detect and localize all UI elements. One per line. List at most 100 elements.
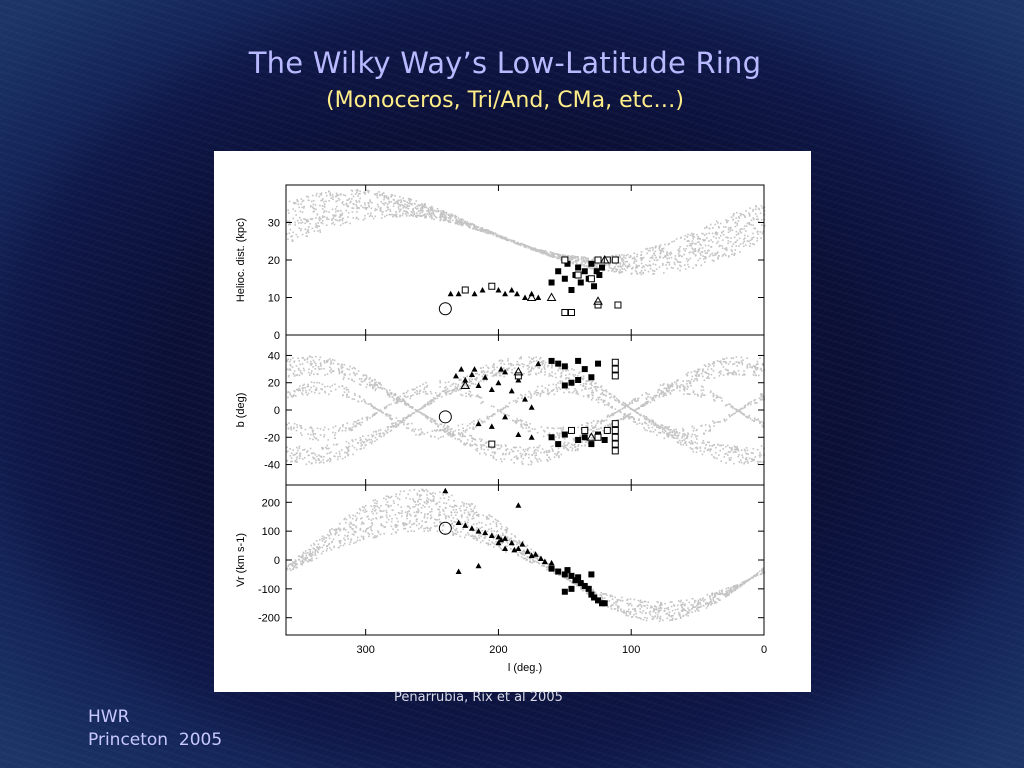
model-particle [298,447,300,449]
model-particle [332,214,334,216]
model-particle [287,396,289,399]
model-particle [688,266,690,268]
model-particle [418,490,421,492]
model-particle [496,531,498,533]
model-particle [623,268,625,270]
model-particle [759,397,761,400]
model-particle [362,435,364,437]
model-particle [532,247,535,249]
model-particle [415,524,418,527]
model-particle [736,365,739,367]
model-particle [437,424,440,427]
model-particle [321,222,324,225]
model-particle [663,394,665,396]
model-particle [535,372,537,375]
model-particle [752,232,754,235]
model-particle [309,205,312,208]
model-particle [500,408,502,411]
model-particle [641,258,643,260]
model-particle [664,254,667,257]
model-particle [565,370,567,372]
model-particle [412,412,415,414]
model-particle [640,269,643,272]
model-particle [573,257,575,259]
model-particle [342,378,345,381]
model-particle [432,212,435,215]
model-particle [652,431,655,433]
model-particle [384,413,387,415]
model-particle [712,395,715,398]
model-particle [433,500,435,502]
model-particle [412,500,415,502]
model-particle [746,365,749,368]
model-particle [571,447,574,450]
model-particle [533,450,536,453]
model-particle [426,417,429,419]
model-particle [392,422,395,425]
model-particle [759,452,761,454]
model-particle [645,264,647,266]
model-particle [637,398,639,400]
model-particle [378,191,380,193]
model-particle [715,220,718,222]
model-particle [326,373,329,375]
model-particle [303,358,306,361]
model-particle [668,257,670,259]
model-particle [523,450,526,453]
model-particle [721,593,724,595]
model-particle [501,236,503,238]
model-particle [434,436,436,438]
model-particle [354,193,357,195]
model-particle [675,434,677,437]
model-particle [295,365,298,367]
model-particle [615,419,618,421]
model-particle [577,443,580,446]
model-particle [582,257,584,260]
model-particle [351,444,354,447]
model-particle [467,511,470,513]
model-particle [648,393,650,396]
model-particle [572,374,574,376]
model-particle [454,215,456,218]
model-particle [676,430,678,433]
model-particle [365,207,367,209]
model-particle [458,379,461,381]
model-particle [413,211,415,213]
model-particle [545,253,548,256]
model-particle [337,363,340,365]
model-particle [447,434,450,436]
model-particle [432,498,435,500]
model-particle [371,379,373,382]
model-particle [307,392,310,395]
model-particle [621,596,623,599]
model-particle [605,391,608,393]
model-particle [452,389,454,391]
model-particle [608,266,611,269]
model-particle [748,363,750,365]
model-particle [610,393,612,395]
model-particle [380,217,383,219]
model-particle [420,204,422,206]
model-particle [691,235,694,237]
model-particle [600,420,603,423]
model-particle [347,446,350,449]
model-particle [459,434,462,437]
model-particle [359,527,362,530]
model-particle [679,389,681,392]
model-particle [427,210,429,212]
model-particle [562,370,564,372]
model-particle [310,390,313,393]
model-particle [660,251,662,253]
model-particle [338,429,341,431]
model-particle [689,393,691,395]
model-particle [414,203,416,205]
model-particle [583,256,586,258]
model-particle [605,394,607,397]
model-particle [392,399,395,402]
model-particle [395,200,398,203]
model-particle [729,451,731,453]
model-particle [535,389,538,391]
model-particle [603,419,606,422]
model-particle [498,374,501,377]
model-particle [602,420,605,422]
